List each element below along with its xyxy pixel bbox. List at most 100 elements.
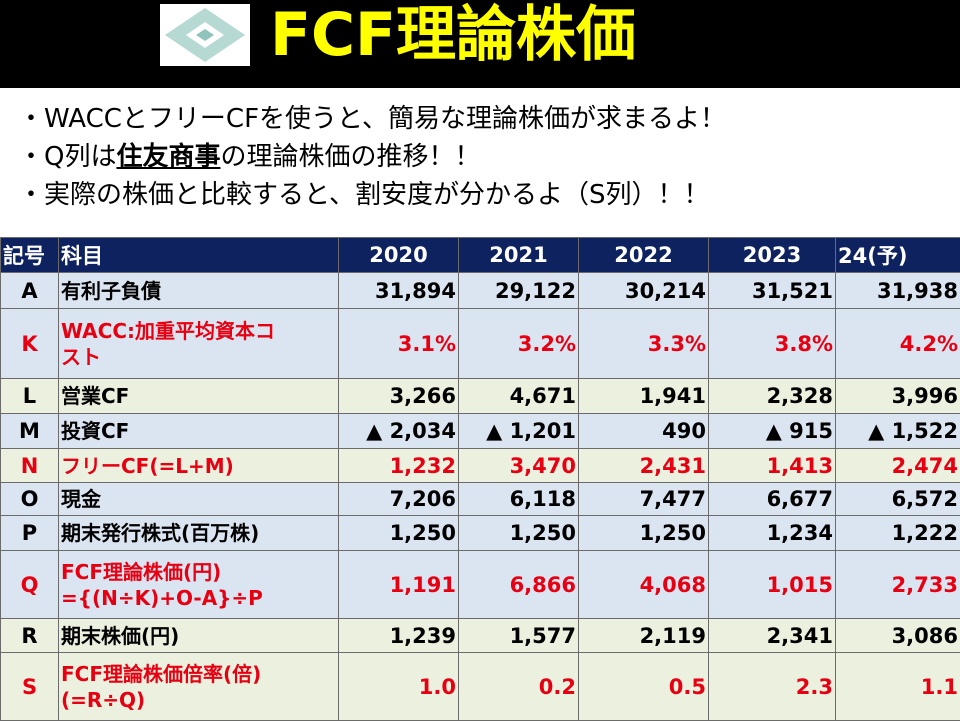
cell-value: 1,222 [836,516,960,551]
cell-value: 3.1% [339,309,459,379]
cell-value: 1,234 [709,516,836,551]
row-item: 投資CF [59,414,339,449]
cell-value: 1,015 [709,551,836,619]
cell-value: 3,470 [459,449,579,483]
row-code: A [1,273,59,309]
cell-value: 31,894 [339,273,459,309]
cell-value: 490 [579,414,709,449]
bullet-text: ・実際の株価と比較すると、割安度が分かるよ（S列）！！ [18,180,709,210]
row-code: O [1,483,59,516]
row-item: 期末株価(円) [59,619,339,653]
bullet-list: ・WACCとフリーCFを使うと、簡易な理論株価が求まるよ！ ・Q列は住友商事の理論… [18,100,726,214]
cell-value: 3.8% [709,309,836,379]
cell-value: 4.2% [836,309,960,379]
row-item: 有利子負債 [59,273,339,309]
row-code: M [1,414,59,449]
row-item: フリーCF(=L+M) [59,449,339,483]
column-header: 2021 [459,238,579,273]
cell-value: 2,733 [836,551,960,619]
row-item: 営業CF [59,379,339,414]
row-code: P [1,516,59,551]
row-code: S [1,653,59,721]
cell-value: 1,250 [579,516,709,551]
logo-mark [160,4,250,66]
cell-value: 3,086 [836,619,960,653]
cell-value: 2.3 [709,653,836,721]
header-bar: FCF理論株価 [0,0,960,88]
logo [160,4,250,66]
cell-value: 30,214 [579,273,709,309]
row-code: L [1,379,59,414]
cell-value: 1,250 [459,516,579,551]
cell-value: 2,431 [579,449,709,483]
cell-value: ▲ 1,522 [836,414,960,449]
cell-value: 1,232 [339,449,459,483]
cell-value: 3.2% [459,309,579,379]
bullet: ・Q列は住友商事の理論株価の推移！！ [18,138,726,176]
cell-value: 0.5 [579,653,709,721]
cell-value: 1,413 [709,449,836,483]
cell-value: 6,677 [709,483,836,516]
cell-value: 3,266 [339,379,459,414]
column-header: 記号 [1,238,59,273]
cell-value: 7,206 [339,483,459,516]
row-code: R [1,619,59,653]
cell-value: 6,866 [459,551,579,619]
cell-value: ▲ 2,034 [339,414,459,449]
cell-value: 1,250 [339,516,459,551]
bullet-text: ・Q列は [18,142,116,172]
cell-value: 6,118 [459,483,579,516]
column-header: 2023 [709,238,836,273]
cell-value: 29,122 [459,273,579,309]
bullet-text: の理論株価の推移！！ [220,142,480,172]
cell-value: 6,572 [836,483,960,516]
row-item: FCF理論株価倍率(倍) (=R÷Q) [59,653,339,721]
cell-value: 3,996 [836,379,960,414]
column-header: 科目 [59,238,339,273]
cell-value: 31,521 [709,273,836,309]
cell-value: 3.3% [579,309,709,379]
cell-value: 1,941 [579,379,709,414]
row-item: FCF理論株価(円) ={(N÷K)+O-A}÷P [59,551,339,619]
row-item: 期末発行株式(百万株) [59,516,339,551]
column-header: 2022 [579,238,709,273]
column-header: 24(予) [836,238,960,273]
cell-value: 2,474 [836,449,960,483]
cell-value: 1.1 [836,653,960,721]
cell-value: ▲ 915 [709,414,836,449]
cell-value: 4,671 [459,379,579,414]
cell-value: 0.2 [459,653,579,721]
cell-value: 7,477 [579,483,709,516]
cell-value: 1,191 [339,551,459,619]
bullet-text: 住友商事 [116,142,220,172]
title: FCF理論株価 [270,0,636,70]
row-code: N [1,449,59,483]
cell-value: 1,577 [459,619,579,653]
row-item: 現金 [59,483,339,516]
row-code: Q [1,551,59,619]
cell-value: 2,341 [709,619,836,653]
bullet: ・実際の株価と比較すると、割安度が分かるよ（S列）！！ [18,176,726,214]
bullet: ・WACCとフリーCFを使うと、簡易な理論株価が求まるよ！ [18,100,726,138]
cell-value: 1,239 [339,619,459,653]
cell-value: 2,119 [579,619,709,653]
cell-value: 1.0 [339,653,459,721]
cell-value: 2,328 [709,379,836,414]
row-code: K [1,309,59,379]
bullet-text: ・WACCとフリーCFを使うと、簡易な理論株価が求まるよ！ [18,104,726,134]
cell-value: 31,938 [836,273,960,309]
cell-value: ▲ 1,201 [459,414,579,449]
row-item: WACC:加重平均資本コ スト [59,309,339,379]
